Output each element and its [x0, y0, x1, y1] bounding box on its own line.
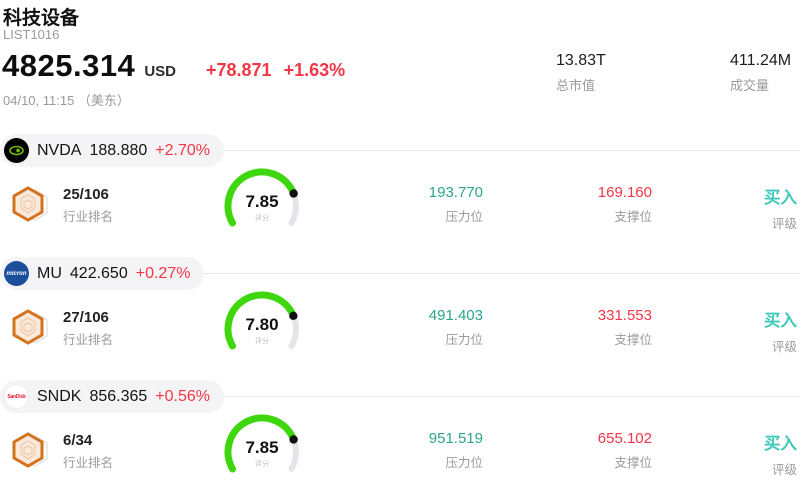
micron-logo-icon: micron — [4, 261, 29, 286]
industry-rank-block: 27/106 行业排名 — [8, 305, 113, 351]
pressure-column: 951.519 压力位 — [429, 430, 483, 471]
support-value: 169.160 — [597, 184, 652, 201]
volume-value: 411.24M — [730, 52, 792, 69]
rank-hexagon-icon — [12, 432, 48, 468]
rank-label: 行业排名 — [63, 455, 114, 470]
rating-label: 评级 — [771, 463, 797, 477]
pressure-label: 压力位 — [445, 210, 483, 224]
row-divider — [204, 273, 800, 274]
ticker-price: 188.880 — [89, 141, 148, 159]
score-gauge: 7.80 评分 — [220, 289, 304, 361]
rating-column: 买入 评级 — [764, 184, 797, 232]
support-label: 支撑位 — [614, 210, 652, 224]
row-divider — [224, 150, 800, 151]
currency-label: USD — [144, 63, 176, 80]
rank-hexagon-icon — [12, 186, 48, 222]
ticker-change-percent: +0.56% — [155, 387, 211, 405]
stock-pill-mu[interactable]: micron MU 422.650 +0.27% — [0, 257, 205, 290]
rank-label: 行业排名 — [63, 332, 114, 347]
sandisk-logo-text: SanDisk — [7, 393, 26, 400]
volume-label: 成交量 — [730, 78, 770, 93]
rating-label: 评级 — [771, 217, 797, 231]
ticker-price: 422.650 — [69, 264, 128, 282]
support-value: 331.553 — [597, 307, 652, 324]
pressure-label: 压力位 — [445, 456, 483, 470]
volume-stat: 411.24M 成交量 — [730, 52, 791, 94]
score-value: 7.85 — [245, 192, 279, 211]
page-title: 科技设备 — [3, 8, 80, 29]
rank-value: 27/106 — [63, 308, 109, 326]
support-column: 655.102 支撑位 — [598, 430, 652, 471]
score-gauge: 7.85 评分 — [220, 166, 304, 238]
score-label: 评分 — [255, 461, 269, 468]
rank-value: 6/34 — [63, 431, 93, 449]
stock-pill-sndk[interactable]: SanDisk SNDK 856.365 +0.56% — [0, 380, 225, 413]
support-value: 655.102 — [597, 430, 652, 447]
rating-value: 买入 — [764, 435, 797, 453]
row-divider — [224, 396, 800, 397]
rank-value: 25/106 — [63, 185, 109, 203]
rank-hexagon-icon — [12, 309, 48, 345]
score-value: 7.85 — [245, 438, 279, 457]
support-label: 支撑位 — [614, 456, 652, 470]
nvidia-logo-icon — [4, 138, 29, 163]
stock-row: NVDA 188.880 +2.70% 25/106 行业排名 7.85 评分 … — [0, 134, 800, 257]
support-column: 169.160 支撑位 — [598, 184, 652, 225]
stock-pill-nvda[interactable]: NVDA 188.880 +2.70% — [0, 134, 225, 167]
market-cap-label: 总市值 — [556, 78, 596, 93]
rating-column: 买入 评级 — [764, 307, 797, 355]
list-id: LIST1016 — [3, 27, 60, 42]
support-column: 331.553 支撑位 — [598, 307, 652, 348]
score-gauge: 7.85 评分 — [220, 412, 304, 484]
score-label: 评分 — [255, 215, 269, 222]
index-price-row: 4825.314 USD +78.871 +1.63% — [2, 48, 345, 84]
pressure-column: 193.770 压力位 — [429, 184, 483, 225]
score-value: 7.80 — [245, 315, 279, 334]
ticker-change-percent: +0.27% — [135, 264, 191, 282]
stock-row: SanDisk SNDK 856.365 +0.56% 6/34 行业排名 7.… — [0, 380, 800, 503]
pressure-value: 193.770 — [428, 184, 483, 201]
rating-value: 买入 — [764, 312, 797, 330]
stock-row: micron MU 422.650 +0.27% 27/106 行业排名 7.8… — [0, 257, 800, 380]
rank-label: 行业排名 — [63, 209, 114, 224]
rating-value: 买入 — [764, 189, 797, 207]
quote-timestamp: 04/10, 11:15 （美东） — [3, 93, 130, 108]
ticker-price: 856.365 — [89, 387, 148, 405]
micron-logo-text: micron — [6, 270, 27, 277]
rating-label: 评级 — [771, 340, 797, 354]
price-change: +78.871 — [205, 60, 272, 80]
ticker-symbol: NVDA — [37, 141, 82, 159]
market-cap-value: 13.83T — [556, 52, 606, 69]
industry-rank-block: 6/34 行业排名 — [8, 428, 113, 474]
price-change-percent: +1.63% — [283, 60, 346, 80]
pressure-value: 951.519 — [428, 430, 483, 447]
ticker-symbol: MU — [37, 264, 62, 282]
support-label: 支撑位 — [614, 333, 652, 347]
score-label: 评分 — [255, 338, 269, 345]
pressure-value: 491.403 — [428, 307, 483, 324]
index-price: 4825.314 — [2, 48, 136, 83]
industry-rank-block: 25/106 行业排名 — [8, 182, 113, 228]
pressure-label: 压力位 — [445, 333, 483, 347]
rating-column: 买入 评级 — [764, 430, 797, 478]
market-cap-stat: 13.83T 总市值 — [556, 52, 606, 94]
ticker-change-percent: +2.70% — [155, 141, 211, 159]
ticker-symbol: SNDK — [37, 387, 82, 405]
sandisk-logo-icon: SanDisk — [4, 384, 29, 409]
pressure-column: 491.403 压力位 — [429, 307, 483, 348]
